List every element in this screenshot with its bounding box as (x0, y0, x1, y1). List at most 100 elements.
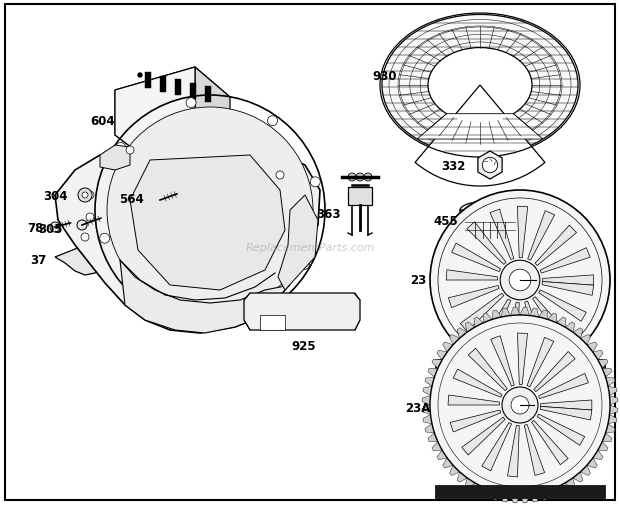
Polygon shape (606, 424, 615, 433)
Text: 37: 37 (30, 254, 46, 267)
Polygon shape (531, 421, 568, 465)
Text: ReplacementParts.com: ReplacementParts.com (246, 242, 374, 252)
Polygon shape (481, 299, 511, 348)
Polygon shape (130, 156, 285, 290)
Polygon shape (539, 310, 548, 320)
Text: 23: 23 (410, 274, 426, 287)
Polygon shape (511, 494, 520, 503)
Polygon shape (432, 442, 442, 451)
Text: 305: 305 (38, 222, 62, 235)
Circle shape (86, 191, 94, 199)
Polygon shape (520, 494, 529, 503)
Polygon shape (525, 425, 544, 476)
Polygon shape (608, 386, 617, 396)
Polygon shape (55, 247, 105, 275)
Polygon shape (548, 313, 557, 323)
Text: 304: 304 (43, 189, 67, 202)
Text: 332: 332 (441, 159, 465, 172)
Circle shape (267, 117, 278, 126)
Circle shape (509, 270, 531, 291)
Polygon shape (580, 335, 590, 345)
Polygon shape (160, 76, 166, 92)
Text: 363: 363 (316, 207, 340, 220)
Ellipse shape (465, 233, 515, 247)
Circle shape (299, 260, 309, 270)
Bar (260, 316, 285, 330)
Polygon shape (490, 210, 514, 260)
Polygon shape (593, 450, 603, 460)
Polygon shape (425, 377, 435, 386)
Polygon shape (520, 308, 529, 316)
Polygon shape (190, 83, 196, 99)
Polygon shape (195, 68, 230, 143)
Text: 78: 78 (27, 221, 43, 234)
Polygon shape (602, 433, 612, 442)
Polygon shape (483, 313, 492, 323)
Polygon shape (529, 309, 539, 317)
Circle shape (502, 387, 538, 423)
Polygon shape (425, 424, 435, 433)
Polygon shape (465, 478, 475, 488)
Polygon shape (483, 487, 492, 497)
Polygon shape (443, 458, 453, 468)
Circle shape (507, 208, 513, 214)
Ellipse shape (460, 201, 520, 220)
Polygon shape (587, 342, 597, 352)
Polygon shape (490, 336, 515, 386)
Polygon shape (548, 487, 557, 497)
Polygon shape (518, 333, 528, 385)
Circle shape (500, 261, 540, 300)
Polygon shape (467, 222, 506, 265)
Polygon shape (511, 308, 520, 316)
Polygon shape (428, 369, 438, 377)
Polygon shape (542, 282, 593, 296)
Circle shape (348, 174, 356, 182)
Circle shape (438, 323, 602, 487)
Text: 604: 604 (91, 114, 115, 127)
Circle shape (186, 98, 196, 109)
Polygon shape (573, 328, 583, 338)
Circle shape (155, 195, 165, 206)
Polygon shape (539, 491, 548, 500)
Circle shape (430, 316, 610, 495)
Polygon shape (437, 450, 447, 460)
Polygon shape (422, 396, 430, 405)
Text: 564: 564 (118, 192, 143, 205)
Polygon shape (587, 458, 597, 468)
Polygon shape (518, 207, 528, 258)
Polygon shape (437, 350, 447, 360)
Polygon shape (460, 293, 504, 332)
Polygon shape (432, 359, 442, 369)
Polygon shape (244, 293, 360, 330)
Polygon shape (457, 328, 467, 338)
Bar (348, 188, 372, 206)
Circle shape (356, 174, 364, 182)
Polygon shape (450, 335, 460, 345)
Polygon shape (527, 338, 554, 387)
Polygon shape (55, 147, 320, 333)
Polygon shape (428, 433, 438, 442)
Wedge shape (415, 86, 545, 187)
Polygon shape (474, 483, 484, 493)
Polygon shape (423, 386, 432, 396)
Polygon shape (448, 395, 500, 405)
Circle shape (165, 185, 171, 190)
Polygon shape (443, 342, 453, 352)
Polygon shape (507, 302, 519, 354)
Polygon shape (508, 426, 520, 477)
Ellipse shape (382, 16, 578, 156)
Polygon shape (138, 161, 178, 195)
Polygon shape (609, 396, 618, 405)
Polygon shape (453, 369, 502, 397)
Polygon shape (492, 310, 502, 320)
Circle shape (78, 189, 92, 203)
Polygon shape (446, 270, 498, 280)
Circle shape (276, 172, 284, 180)
Polygon shape (448, 286, 499, 308)
Polygon shape (145, 73, 151, 89)
Circle shape (138, 74, 142, 78)
Circle shape (126, 147, 134, 155)
Polygon shape (557, 483, 566, 493)
Polygon shape (608, 415, 617, 424)
Circle shape (151, 300, 161, 310)
